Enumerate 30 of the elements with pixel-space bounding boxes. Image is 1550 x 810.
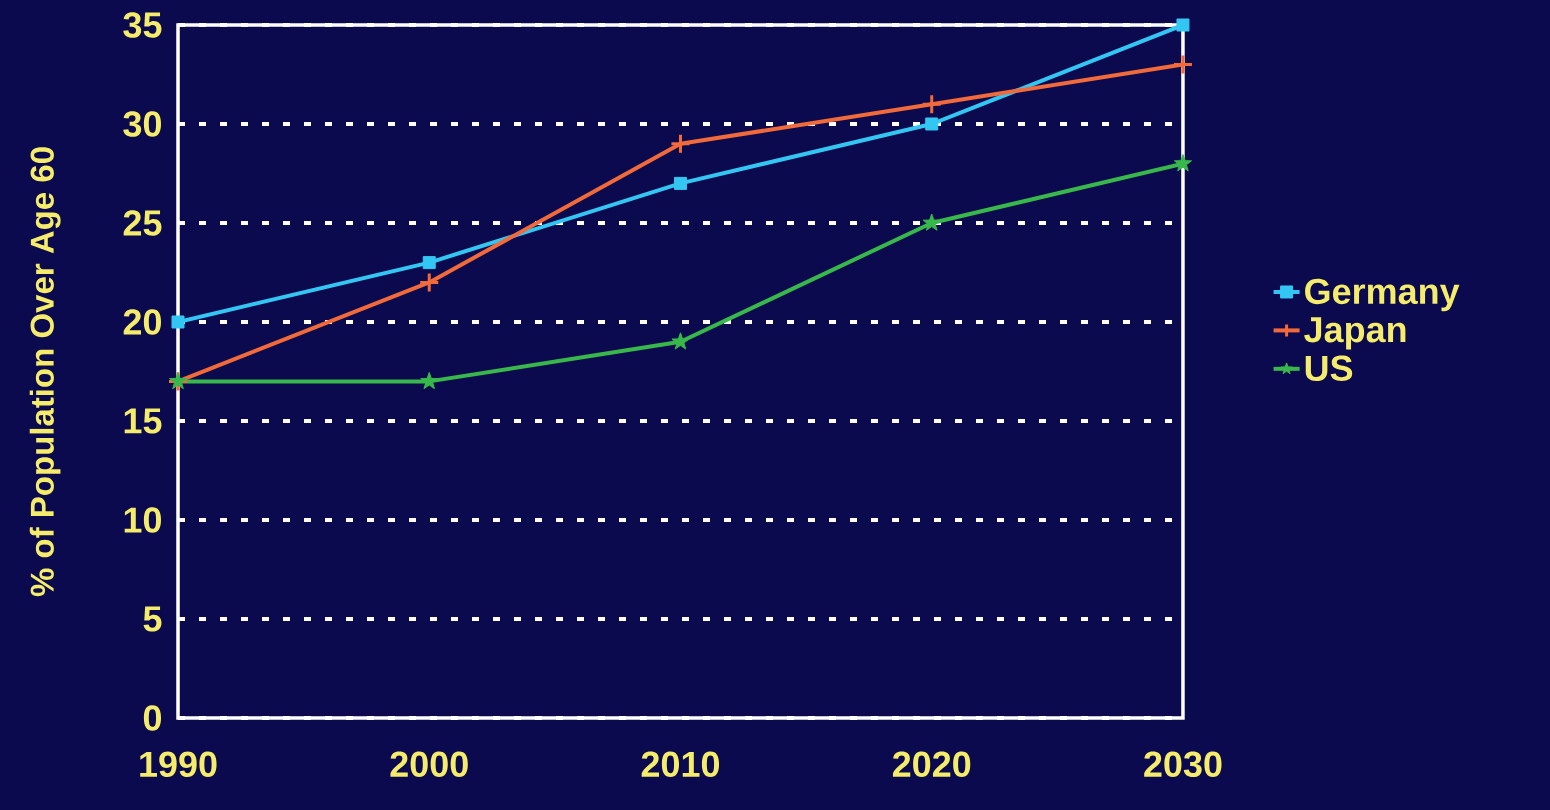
x-tick-label: 2030 [1144,751,1222,778]
legend-label: Germany [1305,278,1460,312]
y-tick-label: 30 [123,111,161,137]
legend-label: US [1305,355,1353,382]
point [671,332,690,350]
point [418,271,440,293]
y-tick-label: 20 [123,309,161,335]
y-tick-label: 15 [124,408,162,434]
point [422,256,436,270]
x-tick-label: 2010 [641,751,720,778]
y-tick-label: 25 [123,210,162,236]
point [921,93,943,115]
y-axis-title: % of Population Over Age 60 [29,147,61,597]
legend-label: Japan [1304,317,1406,350]
point [922,213,941,231]
point [1176,18,1190,32]
point [925,117,939,131]
point [1172,54,1194,76]
point [1173,154,1193,172]
y-tick-label: 0 [143,705,162,731]
x-tick-label: 1990 [140,751,217,778]
y-tick-label: 10 [124,507,161,533]
y-tick-label: 5 [143,606,162,632]
point [420,371,439,390]
x-tick-label: 2000 [390,751,468,778]
point [171,315,185,329]
x-tick-label: 2020 [892,751,971,778]
point [669,133,691,155]
y-tick-label: 35 [123,12,162,38]
point [673,176,687,190]
